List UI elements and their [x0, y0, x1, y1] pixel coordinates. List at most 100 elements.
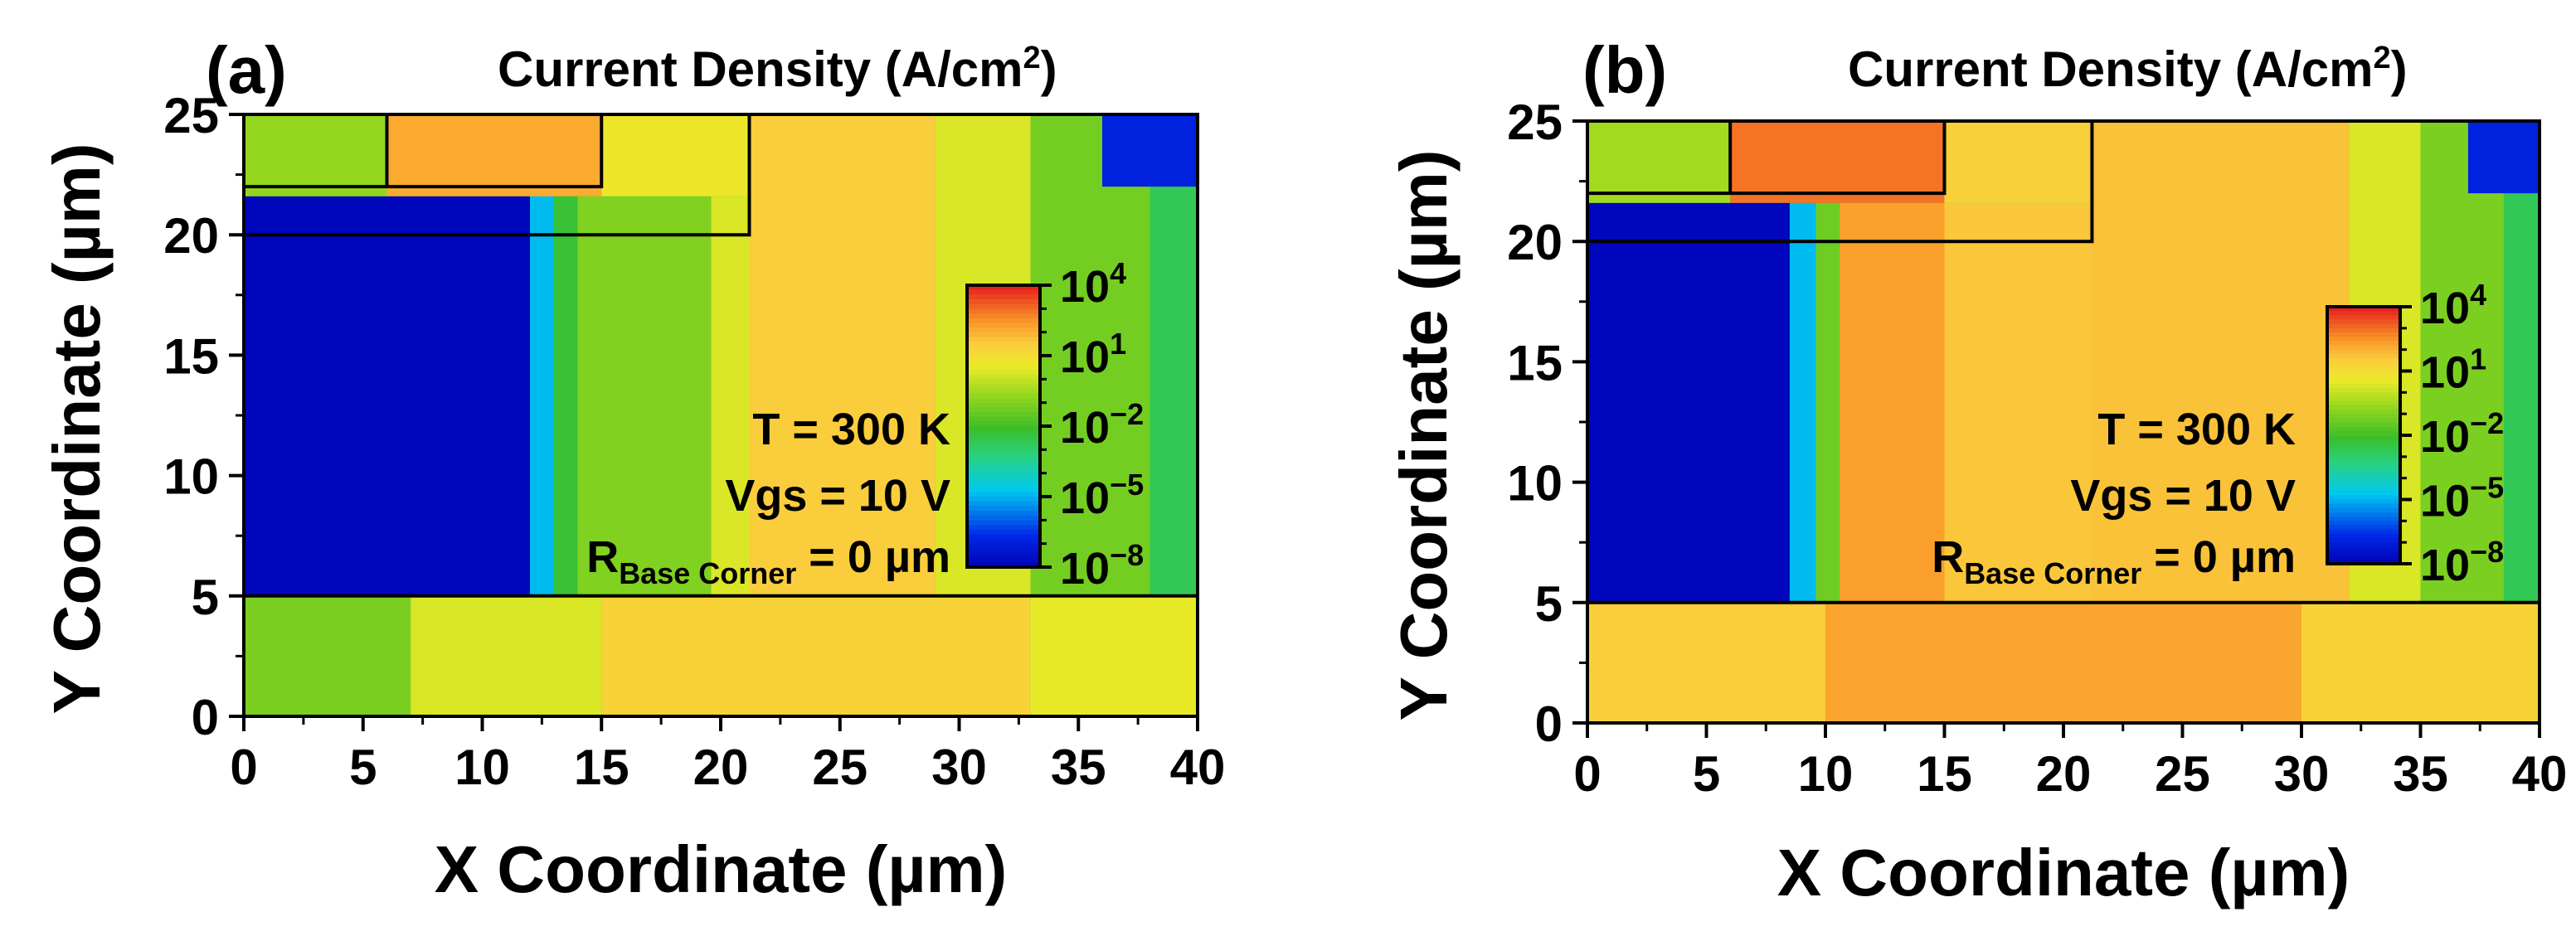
- structure-line-1: [1587, 121, 2094, 244]
- heatmap-cell-15: [601, 595, 1031, 716]
- colorbar-tick-label: 104: [2420, 278, 2486, 333]
- colorbar-segment: [2327, 473, 2400, 479]
- colorbar-segment: [967, 327, 1040, 333]
- y-axis-label: Y Coordinate (µm): [40, 143, 114, 714]
- colorbar-segment: [2327, 491, 2400, 497]
- colorbar-segment: [2327, 448, 2400, 454]
- colorbar-segment: [967, 379, 1040, 386]
- colorbar-segment: [967, 501, 1040, 507]
- annotation-r-base-corner: RBase Corner = 0 µm: [1932, 532, 2296, 590]
- annotation-temperature: T = 300 K: [752, 405, 950, 454]
- panel-label: (b): [1582, 33, 1667, 107]
- annotation-r-value: = 0 µm: [2141, 532, 2296, 582]
- colorbar-segment: [967, 365, 1040, 371]
- colorbar-label-exponent: 1: [2470, 342, 2486, 376]
- colorbar-segment: [2327, 422, 2400, 428]
- colorbar-segment: [2327, 319, 2400, 325]
- heatmap-cell-8: [2503, 121, 2540, 603]
- x-tick-label: 40: [1170, 740, 1226, 795]
- colorbar-segment: [2327, 529, 2400, 536]
- chart-title-close: ): [1041, 41, 1057, 97]
- colorbar-segment: [2327, 418, 2400, 424]
- colorbar-label-exponent: −2: [2470, 406, 2504, 440]
- colorbar-label-base: 10: [1060, 262, 1110, 312]
- x-tick-label: 25: [2155, 746, 2210, 802]
- structure-line-2: [244, 114, 604, 189]
- colorbar-segment: [2327, 521, 2400, 526]
- y-tick-label: 20: [163, 208, 219, 264]
- colorbar-segment: [2327, 444, 2400, 449]
- annotation-temperature: T = 300 K: [2097, 405, 2296, 454]
- colorbar-tick-label: 104: [1060, 256, 1126, 312]
- colorbar-label-base: 10: [2420, 541, 2470, 590]
- colorbar-segment: [2327, 430, 2400, 437]
- colorbar-segment: [967, 458, 1040, 465]
- x-tick-label: 40: [2512, 746, 2568, 802]
- y-tick-label: 10: [163, 449, 219, 505]
- x-tick-label: 15: [574, 740, 629, 795]
- colorbar-label-exponent: 1: [1110, 327, 1126, 361]
- chart-title-main: Current Density (A/cm: [498, 41, 1023, 97]
- colorbar-segment: [2327, 512, 2400, 518]
- heatmap-cell-2: [553, 196, 578, 596]
- colorbar-segment: [967, 374, 1040, 381]
- colorbar-segment: [967, 370, 1040, 376]
- colorbar-segment: [967, 323, 1040, 329]
- colorbar-tick-label: 101: [2420, 342, 2486, 398]
- y-tick-label: 5: [1535, 576, 1563, 632]
- colorbar-segment: [967, 444, 1040, 451]
- colorbar-segment: [2327, 542, 2400, 548]
- colorbar-segment: [2327, 327, 2400, 334]
- colorbar-segment: [967, 487, 1040, 493]
- heatmap-cell-14: [1825, 602, 2301, 723]
- colorbar-segment: [967, 318, 1040, 324]
- heatmap-cell-8: [1149, 114, 1198, 596]
- y-tick-label: 15: [1507, 335, 1563, 390]
- x-tick-label: 35: [2393, 746, 2448, 802]
- colorbar-segment: [967, 562, 1040, 569]
- colorbar-segment: [2327, 546, 2400, 552]
- heatmap-cell-14: [411, 595, 602, 716]
- colorbar-segment: [2327, 503, 2400, 510]
- colorbar-segment: [2327, 495, 2400, 501]
- heatmap-cell-13: [1587, 602, 1825, 723]
- panel-b: 0 5 10 15 20 25 30 35 40 0 5 10 15 20 25 X Coordinate (…: [1387, 33, 2567, 909]
- colorbar-segment: [967, 483, 1040, 488]
- colorbar-segment: [2327, 482, 2400, 488]
- colorbar-segment: [2327, 366, 2400, 372]
- heatmap-cell-10: [1587, 121, 1731, 203]
- colorbar-tick-label: 10−8: [2420, 535, 2504, 590]
- y-tick-label: 0: [1535, 696, 1563, 752]
- colorbar-segment: [967, 492, 1040, 498]
- colorbar-segment: [2327, 323, 2400, 330]
- colorbar-segment: [2327, 362, 2400, 368]
- colorbar-segment: [967, 398, 1040, 404]
- x-axis-label: X Coordinate (µm): [435, 832, 1008, 906]
- heatmap-cell-0: [1587, 202, 1790, 603]
- colorbar-label-exponent: 4: [1110, 256, 1126, 290]
- chart-title: Current Density (A/cm2): [498, 41, 1057, 97]
- annotation-r-main: R: [586, 532, 619, 582]
- x-tick-label: 30: [931, 740, 987, 795]
- x-tick-label: 30: [2274, 746, 2330, 802]
- annotation-vgs: Vgs = 10 V: [2070, 471, 2296, 521]
- colorbar-segment: [2327, 358, 2400, 364]
- colorbar-segment: [967, 478, 1040, 484]
- x-tick-label: 20: [2036, 746, 2092, 802]
- colorbar-label-exponent: −8: [1110, 538, 1144, 572]
- colorbar-segment: [967, 430, 1040, 437]
- colorbar-segment: [2327, 337, 2400, 342]
- colorbar-segment: [967, 529, 1040, 536]
- colorbar-segment: [967, 360, 1040, 366]
- heatmap-cell-9: [2467, 121, 2540, 194]
- colorbar-label-exponent: −5: [1110, 468, 1144, 502]
- colorbar-segment: [2327, 439, 2400, 445]
- colorbar-segment: [2327, 426, 2400, 433]
- panel-label: (a): [206, 33, 287, 107]
- colorbar-label-exponent: 4: [2470, 278, 2486, 312]
- colorbar-segment: [967, 402, 1040, 409]
- heatmap-cell-11: [386, 114, 602, 196]
- colorbar-segment: [2327, 384, 2400, 390]
- colorbar-segment: [967, 539, 1040, 545]
